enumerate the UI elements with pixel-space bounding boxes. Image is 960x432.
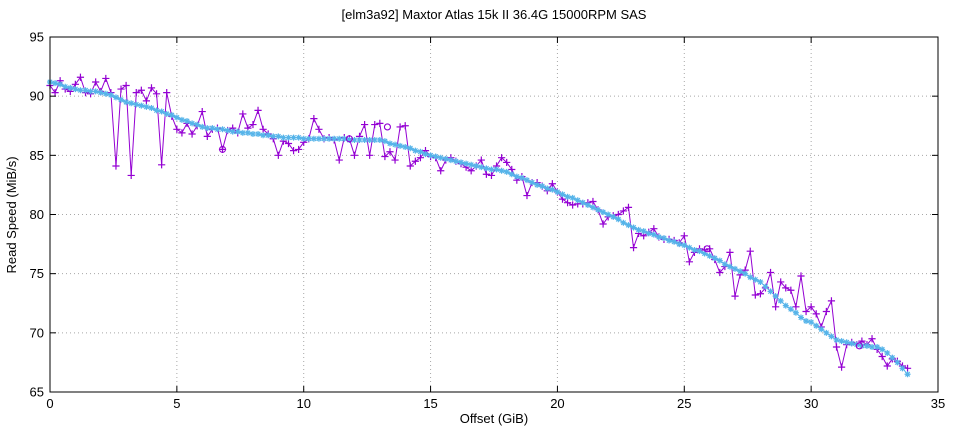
y-tick-label-95: 95 [30,30,44,45]
circle-points-marker [345,135,353,143]
y-tick-label-65: 65 [30,385,44,400]
circle-points-marker [383,123,391,131]
y-axis-label: Read Speed (MiB/s) [4,156,19,274]
y-tick-label-70: 70 [30,325,44,340]
y-tick-label-75: 75 [30,266,44,281]
x-tick-label-30: 30 [804,396,818,411]
x-tick-label-20: 20 [550,396,564,411]
read-speed-smoothed-line [49,81,908,375]
x-tick-label-35: 35 [931,396,945,411]
y-tick-label-80: 80 [30,207,44,222]
x-tick-label-5: 5 [173,396,180,411]
x-axis-label: Offset (GiB) [459,411,529,426]
y-tick-label-90: 90 [30,89,44,104]
x-tick-label-0: 0 [46,396,53,411]
y-tick-label-85: 85 [30,148,44,163]
x-tick-label-10: 10 [296,396,310,411]
x-tick-label-15: 15 [423,396,437,411]
circle-points-marker [703,245,711,253]
read-speed-raw-line [49,76,908,369]
circle-points-marker [218,145,227,153]
x-tick-label-25: 25 [677,396,691,411]
chart-title: [elm3a92] Maxtor Atlas 15k II 36.4G 1500… [341,7,647,22]
circle-points-marker [855,342,863,350]
